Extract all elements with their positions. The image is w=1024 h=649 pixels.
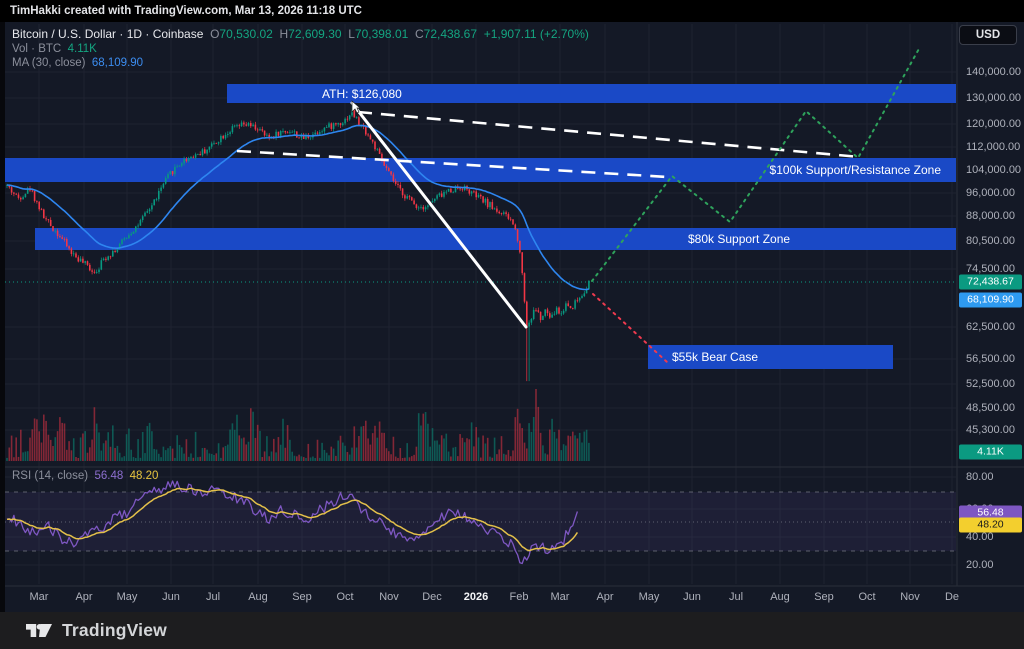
mouse-cursor-icon [351, 100, 361, 114]
brand-wordmark[interactable]: TradingView [62, 620, 167, 640]
attribution-bar: TimHakki created with TradingView.com, M… [0, 0, 1024, 22]
currency-toggle-button[interactable]: USD [959, 25, 1017, 45]
tradingview-logo-icon[interactable] [26, 621, 52, 640]
footer-bar: TradingView [0, 612, 1024, 649]
